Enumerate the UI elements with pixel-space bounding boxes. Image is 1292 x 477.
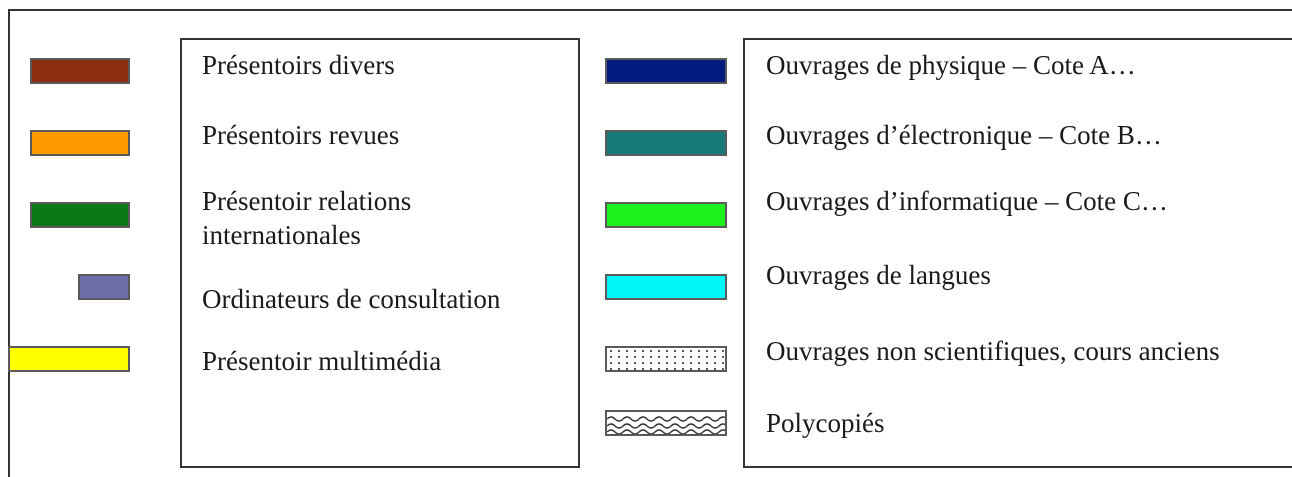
legend-label-ouvrages-electronique: Ouvrages d’électronique – Cote B… [766, 120, 1162, 150]
swatch-presentoirs-revues [30, 130, 130, 156]
wave-pattern-icon [607, 416, 725, 434]
legend-label-ouvrages-langues: Ouvrages de langues [766, 260, 991, 290]
swatch-ouvrages-non-scientifiques [605, 346, 727, 372]
swatch-ouvrages-electronique [605, 130, 727, 156]
legend-left-box [180, 38, 580, 468]
swatch-ordinateurs-consultation [78, 274, 130, 300]
legend-label-ordinateurs-consultation: Ordinateurs de consultation [202, 284, 501, 314]
swatch-ouvrages-informatique [605, 202, 727, 228]
swatch-presentoirs-divers [30, 58, 130, 84]
swatch-ouvrages-physique [605, 58, 727, 84]
legend-label-polycopies: Polycopiés [766, 408, 885, 438]
legend-frame-top [8, 9, 1292, 11]
swatch-presentoir-multimedia [8, 346, 130, 372]
legend-label-presentoirs-revues: Présentoirs revues [202, 120, 400, 150]
swatch-presentoir-relations-internationales [30, 202, 130, 228]
legend-label-ouvrages-physique: Ouvrages de physique – Cote A… [766, 50, 1136, 80]
swatch-polycopies [605, 410, 727, 436]
swatch-ouvrages-langues [605, 274, 727, 300]
legend-frame-left [8, 9, 10, 477]
legend-label-ouvrages-informatique: Ouvrages d’informatique – Cote C… [766, 186, 1168, 216]
legend-label-presentoir-multimedia: Présentoir multimédia [202, 346, 442, 376]
legend-label-ouvrages-non-scientifiques: Ouvrages non scientifiques, cours ancien… [766, 336, 1220, 366]
legend-label-presentoir-relations-internationales: Présentoir relations internationales [202, 186, 412, 250]
legend-right-box [743, 38, 1292, 468]
legend-label-presentoirs-divers: Présentoirs divers [202, 50, 395, 80]
